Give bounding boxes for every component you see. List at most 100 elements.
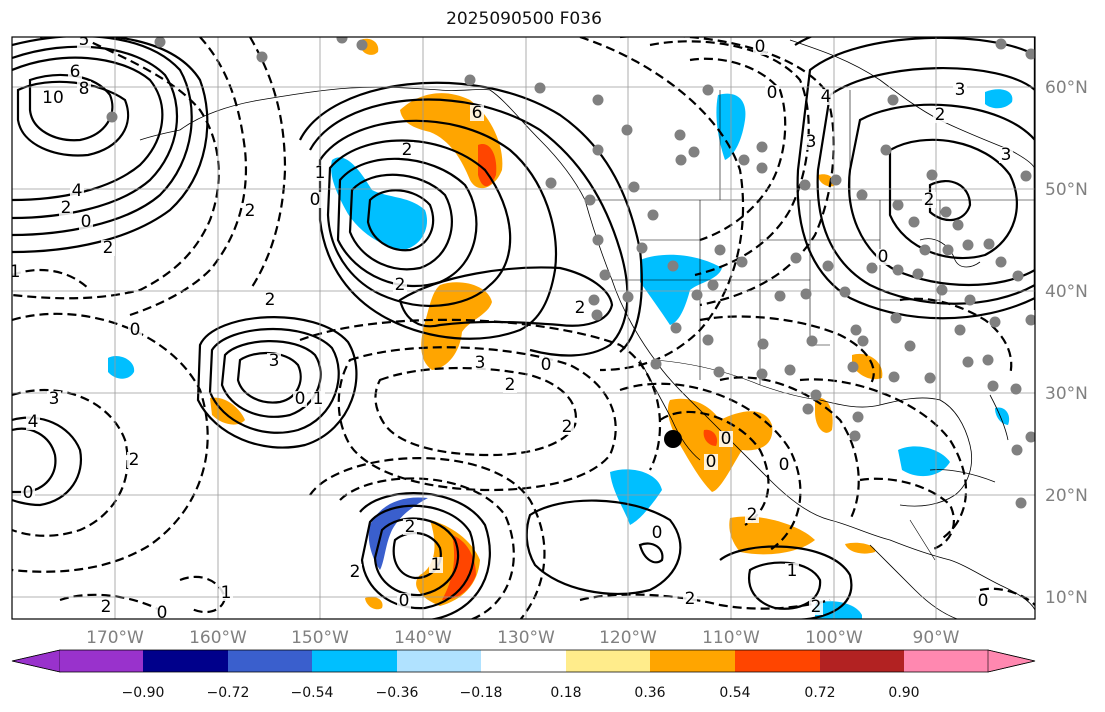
- station-dot: [954, 324, 966, 336]
- contour-label: 10: [42, 88, 64, 108]
- station-dot: [774, 290, 786, 302]
- station-dot: [850, 324, 862, 336]
- contour-label-bg: [876, 249, 890, 265]
- station-dot: [534, 82, 546, 94]
- contour-label-bg: [704, 454, 718, 470]
- station-dot: [784, 364, 796, 376]
- coastline-central-america: [869, 544, 959, 619]
- station-dot: [962, 239, 974, 251]
- contour-label: 3: [955, 80, 966, 100]
- station-dot: [1025, 431, 1035, 443]
- station-dot: [790, 252, 802, 264]
- station-dot: [942, 244, 954, 256]
- colorbar-segment: [11, 649, 61, 673]
- contour-label: 2: [395, 275, 406, 295]
- contour-label: 5: [79, 30, 90, 50]
- station-dot: [714, 244, 726, 256]
- station-dot: [987, 380, 999, 392]
- station-dot: [591, 309, 603, 321]
- station-dot: [926, 169, 938, 181]
- longitude-labels: 170°W 160°W 150°W 140°W 130°W 120°W 110°W 100°W…: [86, 628, 960, 648]
- latitude-label: 20°N: [1045, 486, 1088, 506]
- station-dot: [852, 411, 864, 423]
- contour-label: 2: [405, 517, 416, 537]
- shaded-anomaly-regions: [108, 38, 1013, 619]
- station-dot: [940, 206, 952, 218]
- contour-label-bg: [101, 240, 115, 256]
- contour-label-bg: [922, 192, 936, 208]
- contour-label-bg: [70, 183, 84, 199]
- contour-label-bg: [809, 599, 823, 615]
- coastline-alaska: [179, 86, 491, 131]
- contour-label-bg: [46, 90, 60, 106]
- latitude-label: 60°N: [1045, 78, 1088, 98]
- colorbar-tick-label: −0.18: [460, 685, 503, 701]
- station-dot: [982, 354, 994, 366]
- contour-label: 3: [269, 351, 280, 371]
- negative-anomaly-area: [108, 355, 135, 379]
- latitude-label: 50°N: [1045, 180, 1088, 200]
- position-marker: [664, 430, 682, 448]
- station-dot: [650, 358, 662, 370]
- contour-label: 2: [265, 290, 276, 310]
- contour-label: 2: [505, 375, 516, 395]
- contour-label-bg: [539, 357, 553, 373]
- contour-label-bg: [77, 81, 91, 97]
- coastline-gulf: [819, 397, 972, 507]
- contour-label: 0: [541, 355, 552, 375]
- station-dot: [647, 209, 659, 221]
- contour-label-bg: [308, 192, 322, 208]
- contour-label-bg: [79, 214, 93, 230]
- colorbar-outline: [11, 649, 1036, 673]
- contour-label-bg: [400, 142, 414, 158]
- positive-anomaly-area: [729, 516, 815, 555]
- contour-label-bg: [745, 507, 759, 523]
- contour-label-bg: [12, 264, 22, 280]
- contour-label: 0: [755, 37, 766, 57]
- strong-positive-anomaly-area: [703, 429, 718, 446]
- station-dot: [892, 264, 904, 276]
- station-dot: [756, 141, 768, 153]
- colorbar-segment: [987, 649, 1036, 673]
- station-dot: [857, 335, 869, 347]
- contour-label: 2: [747, 505, 758, 525]
- contour-label: 3: [475, 353, 486, 373]
- station-dot: [464, 74, 476, 86]
- contour-label-bg: [804, 134, 818, 150]
- colorbar-tick-label: 0.90: [888, 685, 919, 701]
- station-dot: [919, 244, 931, 256]
- contour-lines: [12, 37, 1035, 619]
- colorbar-segment: [820, 650, 904, 672]
- station-dot: [592, 94, 604, 106]
- colorbar: [11, 649, 1036, 673]
- contour-label: 0: [721, 429, 732, 449]
- contour-label-bg: [59, 200, 73, 216]
- contour-label-bg: [263, 292, 277, 308]
- contour-label-bg: [470, 105, 484, 121]
- station-dot: [908, 216, 920, 228]
- contour-label-bg: [650, 525, 664, 541]
- positive-anomaly-area: [365, 596, 383, 610]
- negative-anomaly-area: [898, 446, 950, 477]
- colorbar-segment: [60, 650, 143, 672]
- negative-anomaly-area: [640, 254, 722, 325]
- contour-label-bg: [976, 593, 990, 609]
- station-dot: [628, 181, 640, 193]
- contour-label: 2: [245, 201, 256, 221]
- latitude-label: 30°N: [1045, 384, 1088, 404]
- contour-label: 0: [310, 190, 321, 210]
- station-dot: [1025, 314, 1035, 326]
- contour-label-bg: [293, 391, 307, 407]
- contour-label: 2: [350, 562, 361, 582]
- coastline-aleutians: [139, 129, 181, 141]
- coastlines: [139, 39, 1035, 619]
- station-dot: [356, 39, 368, 51]
- station-markers: [106, 37, 1035, 509]
- station-dot: [995, 256, 1007, 268]
- contour-label-bg: [403, 519, 417, 535]
- contour-label-bg: [155, 605, 169, 619]
- longitude-label: 110°W: [702, 628, 760, 648]
- station-dot: [806, 335, 818, 347]
- station-dot: [1020, 170, 1032, 182]
